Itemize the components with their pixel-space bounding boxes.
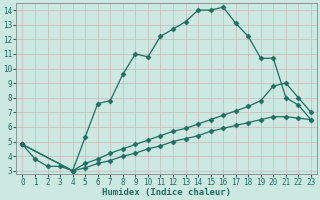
X-axis label: Humidex (Indice chaleur): Humidex (Indice chaleur) — [102, 188, 231, 197]
